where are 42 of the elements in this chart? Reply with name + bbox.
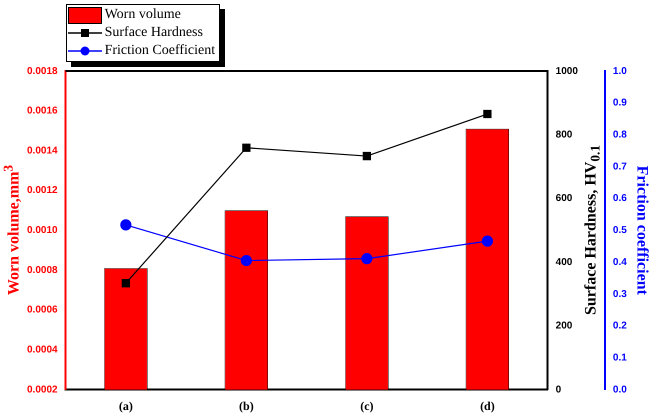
y3-tick-label: 0.7	[612, 161, 628, 172]
point	[483, 110, 492, 118]
y2-tick-label: 0	[556, 384, 562, 396]
legend-label: Worn volume	[104, 7, 181, 23]
point	[361, 253, 372, 264]
point	[242, 144, 250, 152]
y3-tick-label: 0.9	[612, 98, 628, 109]
y2-tick-label: 800	[556, 129, 573, 140]
y3-tick-label: 0.0	[612, 384, 628, 396]
y3-tick-label: 0.8	[612, 129, 628, 140]
x-tick-label: (c)	[360, 398, 374, 413]
y2-tick-label: 600	[556, 193, 573, 204]
point	[120, 219, 132, 230]
y2-tick-label: 1000	[556, 66, 578, 77]
y3-tick-label: 0.3	[612, 288, 628, 300]
y3-tick-label: 0.2	[612, 320, 628, 332]
y-tick-label: 0.0018	[26, 66, 58, 77]
y-tick-label: 0.0014	[26, 145, 58, 156]
legend-label: Surface Hardness	[104, 25, 203, 41]
y3-tick-label: 0.1	[612, 352, 628, 364]
y-tick-label: 0.0004	[26, 344, 58, 356]
y3-tick-label: 0.5	[612, 225, 628, 236]
point	[122, 279, 130, 288]
x-tick-label: (b)	[239, 398, 254, 413]
y3-tick-label: 0.4	[612, 256, 628, 268]
point	[240, 254, 252, 266]
y2-tick-label: 200	[556, 320, 573, 332]
y-tick-label: 0.0008	[26, 264, 58, 276]
y-tick-label: 0.0016	[26, 106, 58, 117]
y3-tick-label: 0.6	[612, 193, 628, 204]
y3-axis-title: Friction coefficient	[633, 166, 650, 296]
x-tick-label: (a)	[118, 398, 133, 413]
y-tick-label: 0.0012	[26, 185, 58, 196]
y-tick-label: 0.0002	[26, 384, 58, 396]
x-tick-label: (d)	[480, 398, 495, 413]
legend-label: Friction Coefficient	[104, 43, 216, 59]
y-tick-label: 0.0010	[26, 225, 58, 236]
y-tick-label: 0.0006	[26, 304, 58, 316]
point	[482, 236, 493, 247]
y3-tick-label: 1.0	[612, 66, 628, 77]
y2-tick-label: 400	[556, 256, 573, 268]
point	[362, 152, 372, 160]
